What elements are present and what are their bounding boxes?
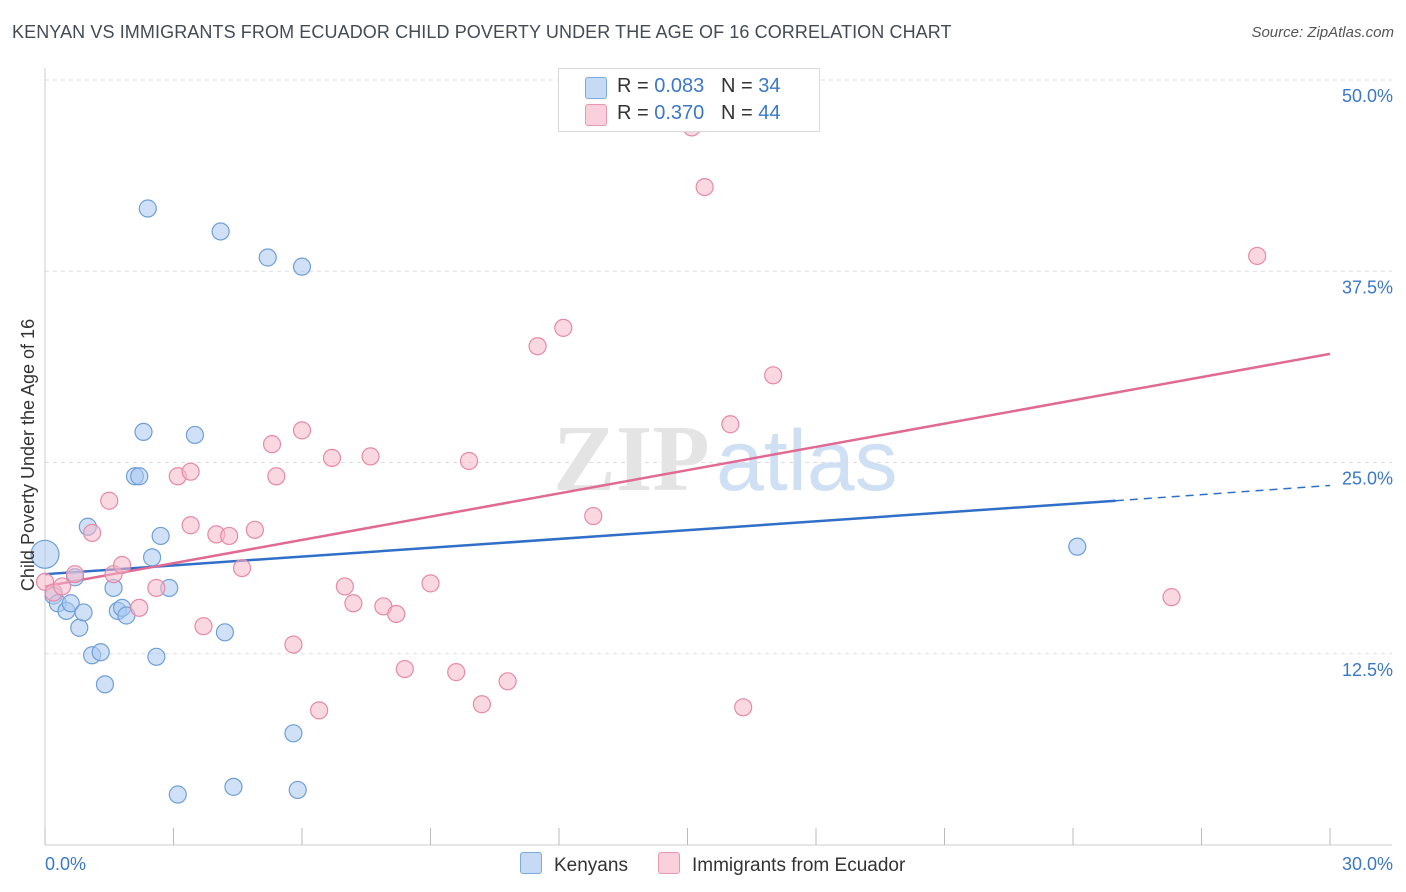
trend-line-ecuador <box>44 352 1331 588</box>
point-ecuador <box>695 178 714 197</box>
point-ecuador <box>335 577 354 596</box>
grid-lines <box>45 79 1392 655</box>
point-ecuador <box>395 659 414 679</box>
x-tick-label: 30.0% <box>1342 854 1393 874</box>
point-ecuador <box>112 555 132 575</box>
point-kenyans <box>258 248 277 267</box>
point-ecuador <box>554 318 573 337</box>
point-kenyans <box>224 777 243 796</box>
legend-text: R = 0.083 N = 34 <box>617 75 781 97</box>
kenyans-label: Kenyans <box>554 855 628 876</box>
data-points <box>30 118 1267 804</box>
y-tick-label: 12.5% <box>1342 660 1393 680</box>
point-ecuador <box>387 604 406 624</box>
kenyans-swatch <box>520 852 542 874</box>
point-ecuador <box>344 594 363 613</box>
point-ecuador <box>472 695 491 714</box>
point-ecuador <box>584 506 603 526</box>
point-kenyans <box>74 603 93 622</box>
trend-lines <box>44 352 1331 588</box>
point-ecuador <box>459 451 479 471</box>
point-ecuador <box>100 491 119 510</box>
point-kenyans <box>70 618 89 637</box>
legend-r-value: 0.370 <box>654 102 705 124</box>
point-kenyans <box>91 643 110 662</box>
point-kenyans <box>147 647 166 666</box>
point-ecuador <box>181 516 200 535</box>
point-kenyans <box>168 785 187 804</box>
chart-title: KENYAN VS IMMIGRANTS FROM ECUADOR CHILD … <box>12 22 952 42</box>
point-kenyans <box>292 257 312 276</box>
point-ecuador <box>220 526 239 546</box>
point-ecuador <box>147 578 166 598</box>
legend-swatch-pink <box>585 104 607 126</box>
tick-labels: 12.5% 25.0% 37.5% 50.0% 0.0% 30.0% <box>45 86 1393 874</box>
point-ecuador <box>721 415 740 434</box>
legend-text: R = 0.370 N = 44 <box>617 102 781 124</box>
point-ecuador <box>310 701 329 720</box>
bottom-legend-kenyans: Kenyans <box>520 852 628 877</box>
point-ecuador <box>181 462 200 481</box>
point-kenyans <box>142 548 162 567</box>
point-ecuador <box>245 520 264 539</box>
point-ecuador <box>292 421 312 440</box>
point-kenyans <box>284 724 303 743</box>
point-kenyans <box>95 675 115 694</box>
legend-n-value: 34 <box>758 75 781 97</box>
point-ecuador <box>361 447 380 466</box>
point-kenyans <box>138 199 157 218</box>
point-kenyans <box>288 780 307 800</box>
x-tick-label: 0.0% <box>45 854 86 874</box>
point-kenyans <box>215 623 234 642</box>
y-tick-label: 25.0% <box>1342 469 1393 489</box>
legend-r-value: 0.083 <box>654 75 705 97</box>
point-ecuador <box>498 672 517 691</box>
source-label: Source: ZipAtlas.com <box>1251 24 1394 41</box>
legend-n-value: 44 <box>758 102 781 124</box>
point-kenyans <box>61 594 80 613</box>
point-kenyans <box>185 425 205 445</box>
trend-line-kenyans <box>44 499 1116 576</box>
point-kenyans <box>151 526 170 546</box>
point-ecuador <box>447 663 466 682</box>
point-ecuador <box>322 448 342 468</box>
point-ecuador <box>232 558 252 578</box>
point-ecuador <box>528 337 547 356</box>
point-ecuador <box>1162 588 1181 607</box>
bottom-legend-ecuador: Immigrants from Ecuador <box>658 852 905 877</box>
correlation-legend: R = 0.083 N = 34 R = 0.370 N = 44 <box>558 68 820 132</box>
point-ecuador <box>1248 246 1267 266</box>
point-ecuador <box>53 577 72 596</box>
ecuador-label: Immigrants from Ecuador <box>692 855 906 876</box>
y-axis-label: Child Poverty Under the Age of 16 <box>18 319 38 591</box>
point-ecuador <box>65 565 85 584</box>
point-kenyans <box>30 539 60 569</box>
point-kenyans <box>211 222 230 241</box>
point-ecuador <box>83 523 102 542</box>
point-kenyans <box>1068 537 1087 556</box>
axes <box>44 68 1392 846</box>
point-kenyans <box>130 467 149 486</box>
y-tick-label: 50.0% <box>1342 86 1393 106</box>
point-ecuador <box>764 366 783 385</box>
y-tick-label: 37.5% <box>1342 277 1393 297</box>
trend-line-kenyans-extension <box>1115 484 1331 502</box>
point-ecuador <box>194 617 213 636</box>
point-ecuador <box>262 435 282 454</box>
point-ecuador <box>130 598 149 617</box>
ecuador-swatch <box>658 852 680 874</box>
point-ecuador <box>421 574 440 593</box>
point-ecuador <box>267 467 286 486</box>
watermark-atlas: atlas <box>716 413 898 509</box>
legend-swatch-blue <box>585 77 607 99</box>
point-kenyans <box>134 422 153 441</box>
point-ecuador <box>284 635 303 654</box>
watermark-zip: ZIP <box>553 407 710 511</box>
point-ecuador <box>734 698 753 717</box>
